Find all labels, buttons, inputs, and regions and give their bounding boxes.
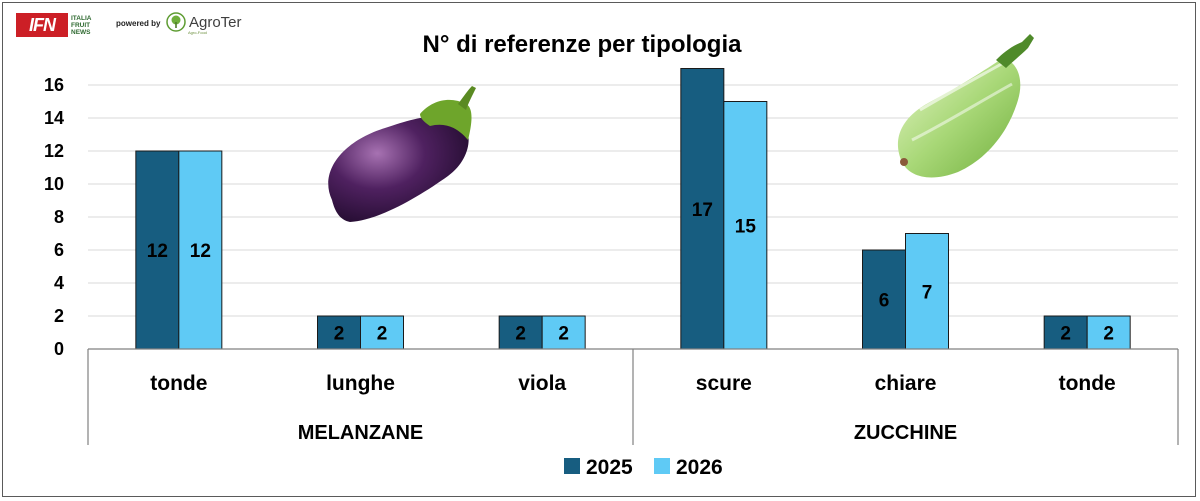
y-axis-ticks: 0 2 4 6 8 10 12 14 16 [44, 75, 64, 359]
data-label: 12 [190, 241, 211, 262]
legend-label: 2025 [586, 456, 633, 479]
bar-2025 [135, 150, 180, 350]
ifn-sub-line: FRUIT [71, 21, 91, 29]
zucchini-illustration [897, 34, 1034, 178]
bars [135, 68, 1131, 350]
ifn-logo: IFN ITALIA FRUIT NEWS [16, 13, 107, 37]
data-label: 2 [515, 324, 526, 345]
bar-2025 [1043, 315, 1088, 350]
x-category-label: tonde [150, 372, 207, 395]
x-category-label: lunghe [326, 372, 395, 395]
data-label: 17 [692, 200, 713, 221]
y-tick-label: 16 [44, 75, 64, 95]
y-tick-label: 0 [54, 339, 64, 359]
y-tick-label: 10 [44, 174, 64, 194]
ifn-sub-line: ITALIA [71, 14, 92, 22]
ifn-sub-line: NEWS [71, 28, 91, 36]
y-tick-label: 12 [44, 141, 64, 161]
bar-2026 [360, 315, 404, 350]
bar-2026 [178, 150, 223, 350]
bar-2026 [905, 233, 949, 350]
y-tick-label: 8 [54, 207, 64, 227]
data-label: 6 [879, 291, 890, 312]
legend-label: 2026 [676, 456, 723, 479]
y-tick-label: 6 [54, 240, 64, 260]
ifn-logo-subtitle: ITALIA FRUIT NEWS [71, 15, 107, 36]
tree-icon [166, 12, 186, 32]
data-label: 15 [735, 216, 757, 237]
powered-by-label: powered by [116, 19, 161, 28]
y-tick-label: 4 [54, 273, 64, 293]
legend-swatch-2025 [564, 458, 580, 474]
eggplant-illustration [328, 86, 476, 222]
x-category-label: scure [696, 372, 752, 395]
chart-title: N° di referenze per tipologia [423, 31, 743, 58]
gridlines [88, 84, 1178, 317]
bar-2026 [723, 101, 768, 350]
bar-2025 [317, 315, 361, 350]
y-tick-label: 14 [44, 108, 64, 128]
data-label: 2 [377, 324, 388, 345]
legend: 2025 2026 [564, 456, 723, 479]
x-category-label: viola [518, 372, 566, 395]
x-group-label: MELANZANE [298, 422, 424, 444]
data-label: 2 [1103, 324, 1114, 345]
x-axis-frame [87, 348, 1179, 445]
data-label: 2 [1060, 324, 1071, 345]
agroter-logo: AgroTer Agro-Food [166, 12, 242, 35]
bar-2026 [541, 315, 586, 350]
y-tick-label: 2 [54, 306, 64, 326]
ifn-logo-mark: IFN [16, 13, 68, 37]
bar-2026 [1086, 315, 1131, 350]
x-axis-groups: MELANZANE ZUCCHINE [298, 422, 957, 444]
x-group-label: ZUCCHINE [854, 422, 957, 444]
x-axis-categories: tonde lunghe viola scure chiare tonde [150, 372, 1115, 395]
data-label: 2 [334, 324, 345, 345]
agroter-tagline: Agro-Food [188, 30, 207, 35]
x-category-label: tonde [1059, 372, 1116, 395]
legend-swatch-2026 [654, 458, 670, 474]
x-category-label: chiare [875, 372, 937, 395]
agroter-name: AgroTer [189, 13, 242, 31]
data-label: 7 [922, 282, 933, 303]
data-label: 12 [147, 241, 168, 262]
data-label: 2 [558, 324, 569, 345]
